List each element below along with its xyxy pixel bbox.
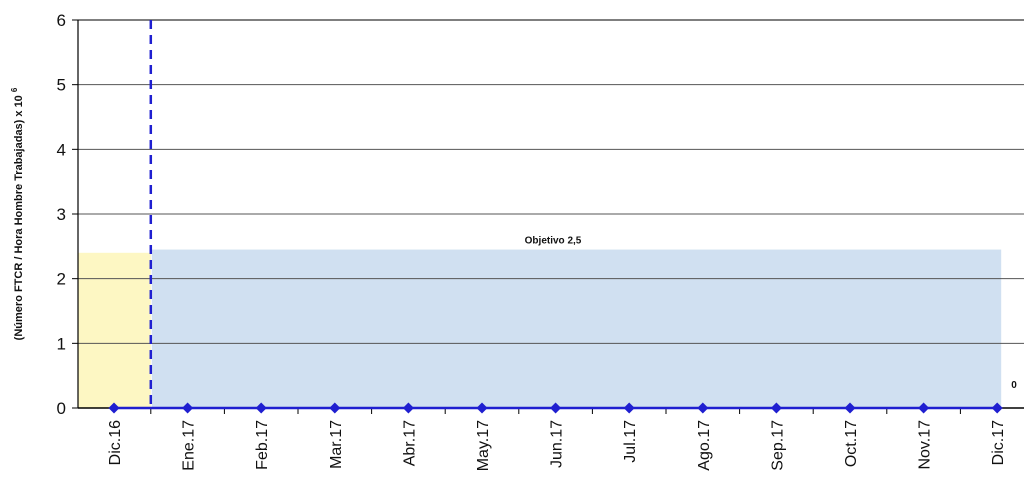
data-point: [770, 402, 782, 414]
y-tick-label: 0: [57, 399, 66, 418]
bands: [78, 249, 1002, 408]
y-axis-label-text: (Número FTCR / Hora Hombre Trabajadas) x…: [13, 95, 25, 340]
y-tick-label: 1: [57, 334, 66, 353]
data-point: [991, 402, 1003, 414]
target-band: [151, 249, 1002, 408]
x-tick-label: Ene.17: [181, 420, 198, 471]
y-tick-label: 2: [57, 270, 66, 289]
data-point: [329, 402, 341, 414]
gridlines: [78, 19, 1024, 344]
y-tick-label: 5: [57, 76, 66, 95]
x-axis-ticks: Dic.16 Ene.17 Feb.17 Mar.17 Abr.17 May.17 Jun.…: [107, 408, 1007, 471]
x-tick-label: May.17: [475, 420, 492, 471]
data-point: [623, 402, 635, 414]
x-tick-label: Mar.17: [328, 420, 345, 469]
series-line: [108, 402, 1003, 414]
y-axis-ticks: 0 1 2 3 4 5 6: [57, 11, 78, 418]
y-axis-label-exponent: 6: [10, 87, 19, 92]
y-tick-label: 4: [57, 140, 66, 159]
target-label: Objetivo 2,5: [525, 236, 582, 247]
baseline-band: [78, 252, 151, 408]
x-tick-label: Ago.17: [696, 420, 713, 471]
x-tick-label: Sep.17: [769, 420, 786, 471]
x-tick-label: Jun.17: [549, 420, 566, 468]
data-point: [402, 402, 414, 414]
x-tick-label: Nov.17: [917, 420, 934, 470]
data-point: [918, 402, 930, 414]
x-tick-label: Oct.17: [843, 420, 860, 467]
y-tick-label: 6: [57, 11, 66, 30]
x-tick-label: Feb.17: [254, 420, 271, 470]
data-point: [108, 402, 120, 414]
data-point: [844, 402, 856, 414]
x-tick-label: Dic.16: [107, 420, 124, 465]
data-point: [476, 402, 488, 414]
data-point: [255, 402, 267, 414]
data-point: [182, 402, 194, 414]
x-tick-label: Dic.17: [990, 420, 1007, 465]
data-point: [697, 402, 709, 414]
x-tick-label: Abr.17: [401, 420, 418, 466]
data-point: [550, 402, 562, 414]
y-axis-label: (Número FTCR / Hora Hombre Trabajadas) x…: [10, 87, 25, 340]
x-tick-label: Jul.17: [622, 420, 639, 463]
y-tick-label: 3: [57, 205, 66, 224]
last-point-label: 0: [1011, 380, 1017, 391]
